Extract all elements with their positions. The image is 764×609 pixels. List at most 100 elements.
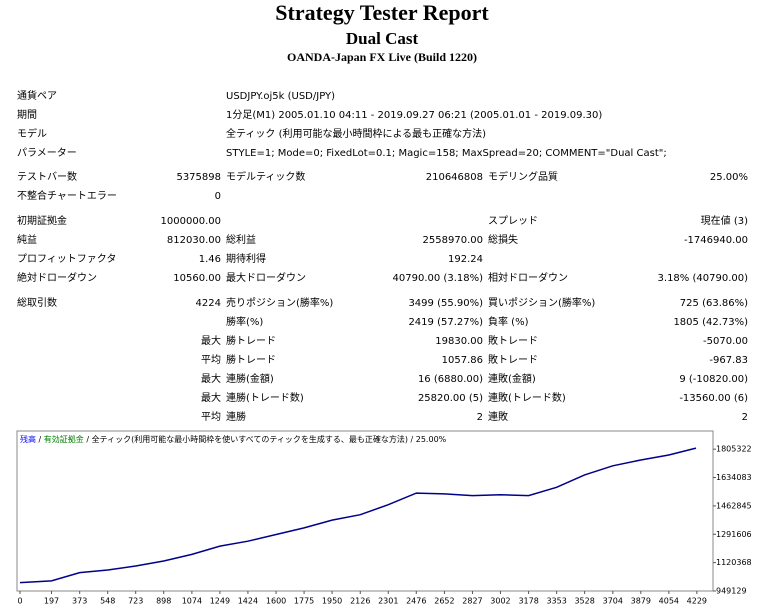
stat-value: 725 (63.86%) xyxy=(680,298,748,309)
stat-value: 9 (-10820.00) xyxy=(679,374,748,385)
x-tick-label: 3002 xyxy=(490,597,510,606)
legend-separator: / xyxy=(36,435,44,444)
stat-label: 売りポジション(勝率%) xyxy=(226,296,333,309)
stat-value: 5375898 xyxy=(176,172,221,183)
stat-value: 812030.00 xyxy=(167,235,221,246)
stat-value: 1805 (42.73%) xyxy=(673,317,748,328)
x-tick-label: 0 xyxy=(17,597,22,606)
y-tick-label: 1805322 xyxy=(716,445,752,454)
stat-value: 25.00% xyxy=(710,172,748,183)
stat-label: 相対ドローダウン xyxy=(488,271,568,284)
x-tick-label: 1249 xyxy=(210,597,230,606)
legend: 残高 / 有効証拠金 / 全ティック(利用可能な最小時間枠を使いすべてのティック… xyxy=(20,434,447,444)
stat-value: 平均 xyxy=(201,411,221,423)
x-tick-label: 898 xyxy=(156,597,171,606)
y-tick-label: 1120368 xyxy=(716,558,752,567)
x-tick-label: 3704 xyxy=(603,597,623,606)
legend-entry: 全ティック(利用可能な最小時間枠を使いすべてのティックを生成する、最も正確な方法… xyxy=(92,434,408,444)
info-label: モデル xyxy=(17,127,47,140)
stat-label: 総損失 xyxy=(488,233,518,246)
stat-value: 2419 (57.27%) xyxy=(408,317,483,328)
stat-label: スプレッド xyxy=(488,215,538,227)
stat-value: 2 xyxy=(742,412,748,423)
stat-value: -967.83 xyxy=(709,355,748,366)
y-tick-label: 1291606 xyxy=(716,530,752,539)
stat-label: 最大ドローダウン xyxy=(226,271,306,284)
x-tick-label: 3528 xyxy=(574,597,594,606)
legend-separator: / xyxy=(84,435,92,444)
legend-entry: 25.00% xyxy=(416,435,447,444)
stat-value: 最大 xyxy=(201,372,221,385)
x-tick-label: 548 xyxy=(100,597,115,606)
stat-label: 不整合チャートエラー xyxy=(17,189,117,202)
y-tick-label: 949129 xyxy=(716,587,747,596)
stat-label: 連敗(トレード数) xyxy=(488,391,566,404)
x-tick-label: 2126 xyxy=(350,597,370,606)
title: Strategy Tester Report xyxy=(275,0,489,25)
stat-value: 平均 xyxy=(201,354,221,366)
info-label: 期間 xyxy=(17,109,37,121)
x-tick-label: 373 xyxy=(72,597,87,606)
x-tick-label: 4229 xyxy=(687,597,707,606)
stat-label: 勝トレード xyxy=(226,353,276,366)
subtitle: Dual Cast xyxy=(346,29,419,48)
stat-value: 19830.00 xyxy=(435,336,483,347)
stat-label: 敗トレード xyxy=(488,334,538,347)
stat-value: -1746940.00 xyxy=(684,235,748,246)
x-tick-label: 2652 xyxy=(434,597,454,606)
stat-label: プロフィットファクタ xyxy=(17,253,116,265)
stat-value: 3.18% (40790.00) xyxy=(658,273,749,284)
stat-value: -13560.00 (6) xyxy=(679,393,748,404)
stat-value: 10560.00 xyxy=(173,273,221,284)
x-tick-label: 2301 xyxy=(378,597,398,606)
info-label: 通貨ペア xyxy=(17,89,57,102)
broker: OANDA-Japan FX Live (Build 1220) xyxy=(287,50,477,64)
stat-value: 25820.00 (5) xyxy=(418,393,483,404)
stat-value: 0 xyxy=(215,191,221,202)
stat-label: 勝トレード xyxy=(226,334,276,347)
x-tick-label: 1424 xyxy=(238,597,258,606)
stat-value: 1.46 xyxy=(199,254,221,265)
stat-value: 40790.00 (3.18%) xyxy=(393,273,484,284)
info-value: 1分足(M1) 2005.01.10 04:11 - 2019.09.27 06… xyxy=(226,109,602,121)
stat-label: テストバー数 xyxy=(17,170,77,183)
info-value: 全ティック (利用可能な最小時間枠による最も正確な方法) xyxy=(226,127,486,140)
stat-label: 総取引数 xyxy=(17,296,57,309)
info-label: パラメーター xyxy=(17,147,77,159)
x-tick-label: 2827 xyxy=(462,597,482,606)
y-tick-label: 1634083 xyxy=(716,473,752,482)
stat-label: モデルティック数 xyxy=(226,170,305,183)
legend-entry: 有効証拠金 xyxy=(44,434,84,444)
balance-line xyxy=(19,447,697,584)
stat-label: 敗トレード xyxy=(488,353,538,366)
stat-value: 16 (6880.00) xyxy=(418,374,483,385)
x-tick-label: 1600 xyxy=(266,597,286,606)
x-tick-label: 723 xyxy=(128,597,143,606)
stat-label: モデリング品質 xyxy=(488,170,558,183)
stat-value: 2558970.00 xyxy=(423,235,483,246)
info-value: STYLE=1; Mode=0; FixedLot=0.1; Magic=158… xyxy=(226,148,667,159)
stat-value: 210646808 xyxy=(426,172,483,183)
x-tick-label: 4054 xyxy=(659,597,679,606)
x-tick-label: 3353 xyxy=(546,597,566,606)
stat-value: 1057.86 xyxy=(442,355,483,366)
stat-label: 連勝(トレード数) xyxy=(226,391,304,404)
legend-separator: / xyxy=(408,435,416,444)
stat-label: 絶対ドローダウン xyxy=(17,271,97,284)
x-tick-label: 2476 xyxy=(406,597,426,606)
stat-value: 4224 xyxy=(196,298,221,309)
stat-label: 純益 xyxy=(17,233,37,246)
stat-label: 買いポジション(勝率%) xyxy=(488,296,595,309)
x-tick-label: 1775 xyxy=(294,597,314,606)
stat-label: 初期証拠金 xyxy=(17,214,67,227)
chart-frame xyxy=(16,430,714,592)
stat-value: -5070.00 xyxy=(703,336,748,347)
stat-value: 3499 (55.90%) xyxy=(408,298,483,309)
stat-value: 192.24 xyxy=(448,254,483,265)
x-tick-label: 197 xyxy=(44,597,59,606)
y-tick-label: 1462845 xyxy=(716,501,752,510)
stat-label: 連敗(金額) xyxy=(488,372,536,385)
stat-label: 勝率(%) xyxy=(226,315,263,328)
x-tick-label: 1950 xyxy=(322,597,342,606)
